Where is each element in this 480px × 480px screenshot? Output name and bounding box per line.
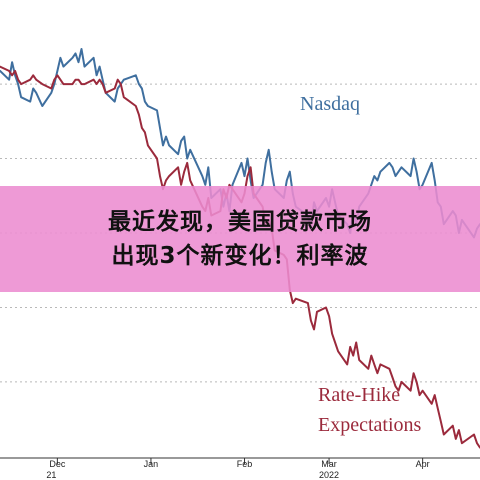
series-line-nasdaq: [0, 48, 480, 239]
x-year-label-1: 2022: [319, 470, 339, 480]
series-label-nasdaq: Nasdaq: [300, 93, 360, 115]
series-label-rate-hike: Rate-Hike: [318, 384, 400, 406]
headline-banner: 最近发现，美国贷款市场 出现3个新变化！利率波: [0, 186, 480, 292]
series-label-expectations: Expectations: [318, 414, 422, 436]
x-tick-label-jan: Jan: [144, 459, 159, 469]
x-year-label-0: 21: [46, 470, 56, 480]
x-tick-label-mar: Mar: [321, 459, 337, 469]
x-tick-label-feb: Feb: [237, 459, 253, 469]
x-tick-label-dec: Dec: [49, 459, 66, 469]
x-axis-ticks: Dec Jan Feb Mar Apr 21 2022: [46, 458, 430, 480]
headline-line-1: 最近发现，美国贷款市场: [108, 209, 372, 235]
x-tick-label-apr: Apr: [416, 459, 430, 469]
headline-line-2: 出现3个新变化！利率波: [111, 243, 369, 269]
